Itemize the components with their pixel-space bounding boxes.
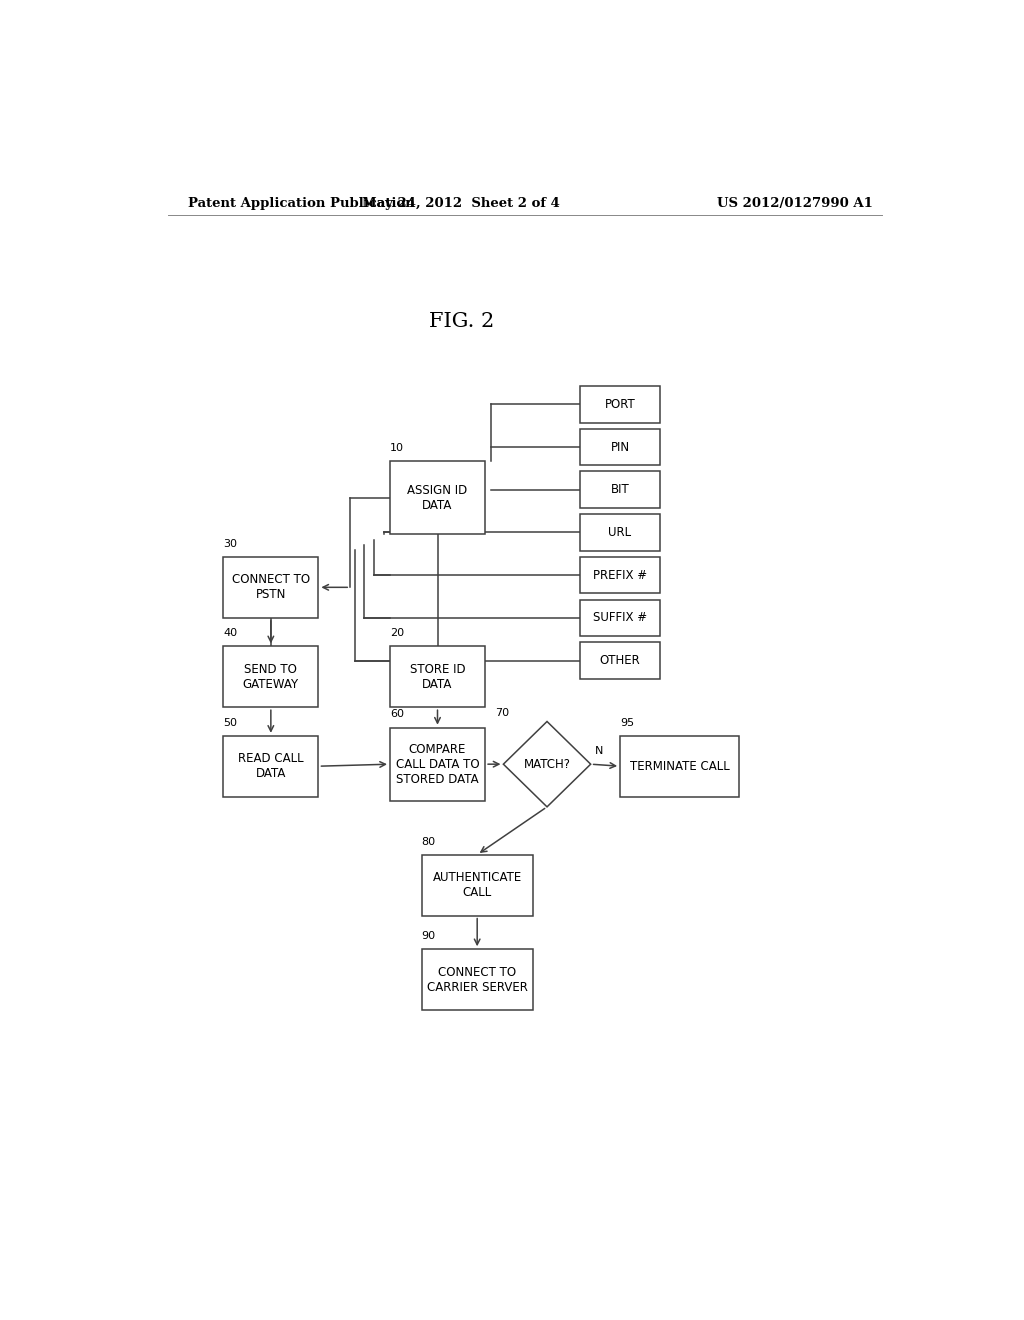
Text: STORE ID
DATA: STORE ID DATA bbox=[410, 663, 465, 690]
FancyBboxPatch shape bbox=[390, 647, 485, 708]
FancyBboxPatch shape bbox=[581, 429, 659, 466]
Polygon shape bbox=[504, 722, 591, 807]
Text: Patent Application Publication: Patent Application Publication bbox=[187, 197, 415, 210]
Text: 80: 80 bbox=[422, 837, 436, 846]
FancyBboxPatch shape bbox=[581, 599, 659, 636]
Text: FIG. 2: FIG. 2 bbox=[429, 312, 494, 330]
Text: COMPARE
CALL DATA TO
STORED DATA: COMPARE CALL DATA TO STORED DATA bbox=[395, 743, 479, 785]
Text: BIT: BIT bbox=[610, 483, 630, 496]
Text: US 2012/0127990 A1: US 2012/0127990 A1 bbox=[717, 197, 872, 210]
Text: 95: 95 bbox=[620, 718, 634, 727]
FancyBboxPatch shape bbox=[581, 471, 659, 508]
Text: MATCH?: MATCH? bbox=[523, 758, 570, 771]
Text: SEND TO
GATEWAY: SEND TO GATEWAY bbox=[243, 663, 299, 690]
Text: 30: 30 bbox=[223, 539, 238, 549]
Text: PIN: PIN bbox=[610, 441, 630, 454]
Text: N: N bbox=[595, 746, 603, 756]
FancyBboxPatch shape bbox=[620, 735, 739, 797]
Text: TERMINATE CALL: TERMINATE CALL bbox=[630, 760, 729, 772]
Text: CONNECT TO
CARRIER SERVER: CONNECT TO CARRIER SERVER bbox=[427, 966, 527, 994]
Text: 60: 60 bbox=[390, 709, 403, 719]
FancyBboxPatch shape bbox=[422, 854, 532, 916]
Text: READ CALL
DATA: READ CALL DATA bbox=[238, 752, 304, 780]
Text: CONNECT TO
PSTN: CONNECT TO PSTN bbox=[231, 573, 310, 602]
FancyBboxPatch shape bbox=[223, 647, 318, 708]
Text: ASSIGN ID
DATA: ASSIGN ID DATA bbox=[408, 484, 468, 512]
FancyBboxPatch shape bbox=[581, 385, 659, 422]
FancyBboxPatch shape bbox=[390, 727, 485, 801]
Text: OTHER: OTHER bbox=[600, 653, 640, 667]
Text: SUFFIX #: SUFFIX # bbox=[593, 611, 647, 624]
FancyBboxPatch shape bbox=[581, 557, 659, 594]
FancyBboxPatch shape bbox=[390, 461, 485, 535]
Text: 90: 90 bbox=[422, 931, 436, 941]
Text: URL: URL bbox=[608, 525, 632, 539]
Text: 40: 40 bbox=[223, 628, 238, 638]
FancyBboxPatch shape bbox=[223, 735, 318, 797]
Text: 50: 50 bbox=[223, 718, 238, 727]
Text: AUTHENTICATE
CALL: AUTHENTICATE CALL bbox=[432, 871, 522, 899]
FancyBboxPatch shape bbox=[581, 515, 659, 550]
Text: 10: 10 bbox=[390, 444, 403, 453]
Text: PREFIX #: PREFIX # bbox=[593, 569, 647, 582]
FancyBboxPatch shape bbox=[223, 557, 318, 618]
Text: May 24, 2012  Sheet 2 of 4: May 24, 2012 Sheet 2 of 4 bbox=[362, 197, 560, 210]
Text: PORT: PORT bbox=[604, 397, 636, 411]
Text: 20: 20 bbox=[390, 628, 404, 638]
Text: 70: 70 bbox=[496, 709, 510, 718]
FancyBboxPatch shape bbox=[422, 949, 532, 1010]
FancyBboxPatch shape bbox=[581, 643, 659, 678]
